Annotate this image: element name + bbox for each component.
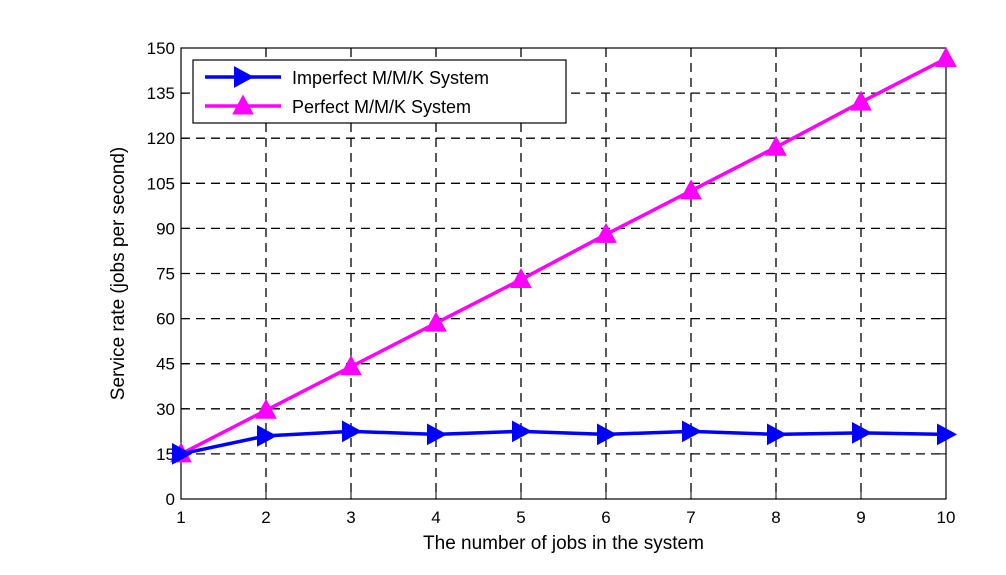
x-tick-label: 4 (431, 508, 440, 527)
legend-swatch-marker (234, 66, 255, 88)
legend-entry-label: Imperfect M/M/K System (292, 68, 489, 88)
data-point-marker (682, 420, 703, 443)
series-line (180, 429, 947, 456)
x-tick-label: 5 (516, 508, 525, 527)
data-point-marker (510, 267, 532, 289)
legend-box (192, 59, 567, 124)
x-tick-label: 2 (261, 508, 270, 527)
data-point-marker (340, 355, 362, 376)
x-tick-label: 3 (346, 508, 355, 527)
x-tick-label: 10 (937, 508, 956, 527)
y-tick-label: 105 (147, 174, 175, 193)
x-tick-label: 1 (176, 508, 185, 527)
data-point-marker (937, 423, 958, 446)
y-tick-label: 150 (147, 39, 175, 58)
x-tick-label: 7 (686, 508, 695, 527)
x-tick-label: 6 (601, 508, 610, 527)
x-tick-label: 8 (771, 508, 780, 527)
data-point-marker (512, 420, 533, 443)
legend-entry-label: Perfect M/M/K System (292, 97, 471, 117)
y-tick-label: 75 (156, 265, 175, 284)
y-tick-label: 45 (156, 355, 175, 374)
data-point-marker (595, 222, 617, 243)
series-layer (170, 46, 958, 465)
x-axis-title: The number of jobs in the system (423, 533, 704, 554)
data-point-marker (597, 423, 618, 446)
legend-swatch-marker (232, 94, 254, 115)
data-point-marker (850, 90, 872, 111)
data-point-marker (342, 420, 363, 443)
data-point-marker (767, 423, 788, 446)
data-point-marker (257, 425, 278, 447)
y-tick-label: 60 (156, 310, 175, 329)
data-point-marker (427, 423, 448, 446)
data-point-marker (935, 46, 957, 68)
data-point-marker (425, 311, 447, 332)
data-point-marker (255, 398, 277, 419)
x-tick-label: 9 (856, 508, 865, 527)
series-triangle-right (172, 420, 958, 465)
y-axis-title: Service rate (jobs per second) (108, 147, 129, 400)
data-point-marker (172, 443, 193, 465)
legend: Imperfect M/M/K System Perfect M/M/K Syst… (192, 59, 567, 124)
series-line (180, 56, 947, 456)
y-tick-label: 135 (147, 84, 175, 103)
data-point-marker (765, 135, 787, 156)
y-tick-label: 120 (147, 129, 175, 148)
y-tick-label: 15 (156, 445, 175, 464)
data-point-marker (680, 179, 702, 200)
y-tick-label: 30 (156, 400, 175, 419)
y-tick-label: 0 (166, 490, 175, 509)
y-tick-label: 90 (156, 219, 175, 238)
data-point-marker (852, 422, 873, 444)
